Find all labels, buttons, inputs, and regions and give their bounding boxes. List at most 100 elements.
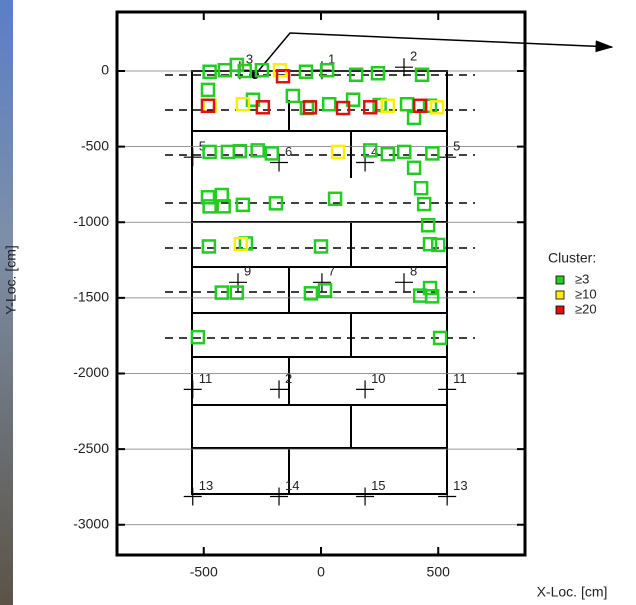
legend-label: ≥3 [575, 271, 589, 286]
sensor-cross [356, 380, 375, 399]
cluster-marker [201, 239, 217, 254]
cluster-marker [425, 146, 440, 161]
x-tick-label: 0 [317, 564, 325, 580]
sensor-cross [228, 273, 247, 292]
y-tick-label: -3000 [73, 515, 109, 531]
cluster-marker [250, 143, 265, 158]
cluster-marker [348, 67, 364, 83]
cluster-marker [237, 63, 253, 79]
cluster-marker [235, 197, 251, 213]
legend-title: Cluster: [548, 250, 596, 266]
cluster-marker [200, 190, 216, 205]
sensor-label: 14 [285, 478, 299, 493]
sensor-cross [183, 487, 202, 506]
cluster-marker [268, 196, 284, 211]
cluster-marker [335, 100, 351, 116]
cluster-marker [202, 144, 217, 160]
cluster-marker [380, 98, 396, 114]
sensor-label: 13 [199, 478, 213, 493]
sensor-cross [395, 273, 414, 292]
sensor-cross [438, 487, 457, 506]
sensor-label: 11 [453, 371, 467, 386]
legend-swatch [555, 305, 565, 315]
sensor-label: 7 [328, 264, 335, 279]
cluster-marker [413, 180, 429, 196]
sensor-cross [312, 273, 331, 292]
sensor-cross [395, 58, 414, 77]
cluster-marker [399, 97, 415, 112]
cluster-marker [200, 98, 216, 114]
sensor-cross [438, 380, 457, 399]
x-axis-label: X-Loc. [cm] [537, 584, 608, 600]
cluster-marker [313, 239, 329, 254]
sensor-label: 5 [199, 139, 206, 154]
cluster-marker [327, 191, 343, 207]
cluster-marker [255, 100, 271, 115]
cluster-marker [235, 97, 251, 112]
x-tick-label: 500 [427, 564, 451, 580]
cluster-marker [406, 160, 422, 176]
cluster-marker [202, 199, 217, 214]
cluster-marker [406, 110, 422, 126]
sensor-lines [165, 74, 475, 339]
cluster-marker [232, 143, 248, 159]
cluster-marker [345, 92, 361, 107]
cluster-marker [233, 236, 249, 252]
sensor-label: 9 [244, 264, 251, 279]
cluster-marker [362, 100, 378, 115]
cluster-marker [429, 100, 445, 115]
cluster-marker [190, 329, 206, 345]
cluster-marker [298, 64, 314, 79]
y-axis-label: Y-Loc. [cm] [3, 245, 19, 315]
cluster-marker [321, 97, 337, 112]
cluster-marker [202, 64, 217, 79]
sensor-cross [270, 380, 289, 399]
cluster-marker [420, 218, 436, 233]
arrow [254, 32, 614, 76]
y-tick-label: -500 [81, 137, 109, 153]
sensor-label: 8 [410, 264, 417, 279]
cluster-marker [424, 289, 440, 304]
cluster-marker [330, 144, 346, 160]
cluster-marker [254, 62, 270, 78]
cluster-marker [302, 100, 318, 115]
cluster-marker [412, 98, 428, 114]
legend-label: ≥20 [575, 301, 597, 316]
cluster-marker [285, 88, 301, 104]
sensor-cross [438, 148, 457, 167]
cluster-marker [200, 82, 216, 98]
sensor-label: 6 [285, 144, 292, 159]
sensor-cross [356, 487, 375, 506]
cluster-marker [422, 236, 438, 252]
y-tick-label: -1000 [73, 213, 109, 229]
cluster-marker [214, 285, 230, 300]
cluster-marker [416, 196, 432, 212]
cluster-marker [264, 146, 280, 161]
y-tick-label: -1500 [73, 289, 109, 305]
sensor-label: 13 [453, 478, 467, 493]
cluster-marker [430, 237, 446, 253]
cluster-marker [380, 146, 396, 162]
sensor-label: 4 [371, 144, 378, 159]
cluster-marker [319, 62, 335, 78]
cluster-marker [396, 144, 412, 160]
cluster-marker [220, 144, 236, 160]
x-tick-label: -500 [190, 564, 218, 580]
sensor-label: 1 [328, 52, 335, 67]
sensor-cross [183, 380, 202, 399]
cluster-marker [414, 67, 430, 83]
sensor-label: 2 [285, 371, 292, 386]
cluster-marker [275, 69, 291, 84]
legend-label: ≥10 [575, 286, 597, 301]
cluster-marker [370, 66, 386, 81]
background-photo [0, 0, 13, 605]
cluster-marker [317, 283, 333, 298]
sensor-label: 2 [410, 49, 417, 64]
cluster-marker [432, 330, 448, 346]
plot-frame [115, 10, 527, 557]
sensor-cross [270, 487, 289, 506]
cluster-marker [245, 92, 261, 107]
y-tick-label: -2000 [73, 364, 109, 380]
sensor-cross [183, 148, 202, 167]
